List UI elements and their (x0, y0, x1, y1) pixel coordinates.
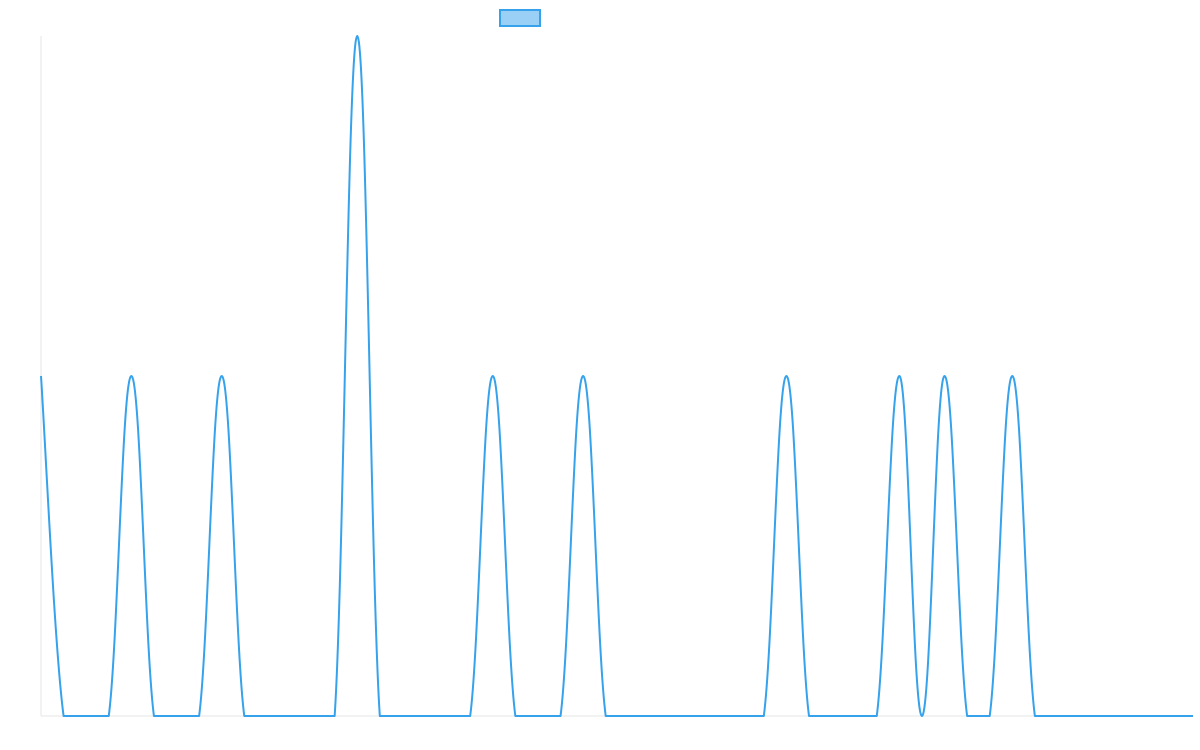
series-line-0 (40, 35, 1193, 717)
series-layer (40, 35, 1193, 717)
chart-legend[interactable] (499, 9, 541, 27)
legend-swatch-0[interactable] (499, 9, 541, 27)
chart-axes (40, 36, 1193, 717)
